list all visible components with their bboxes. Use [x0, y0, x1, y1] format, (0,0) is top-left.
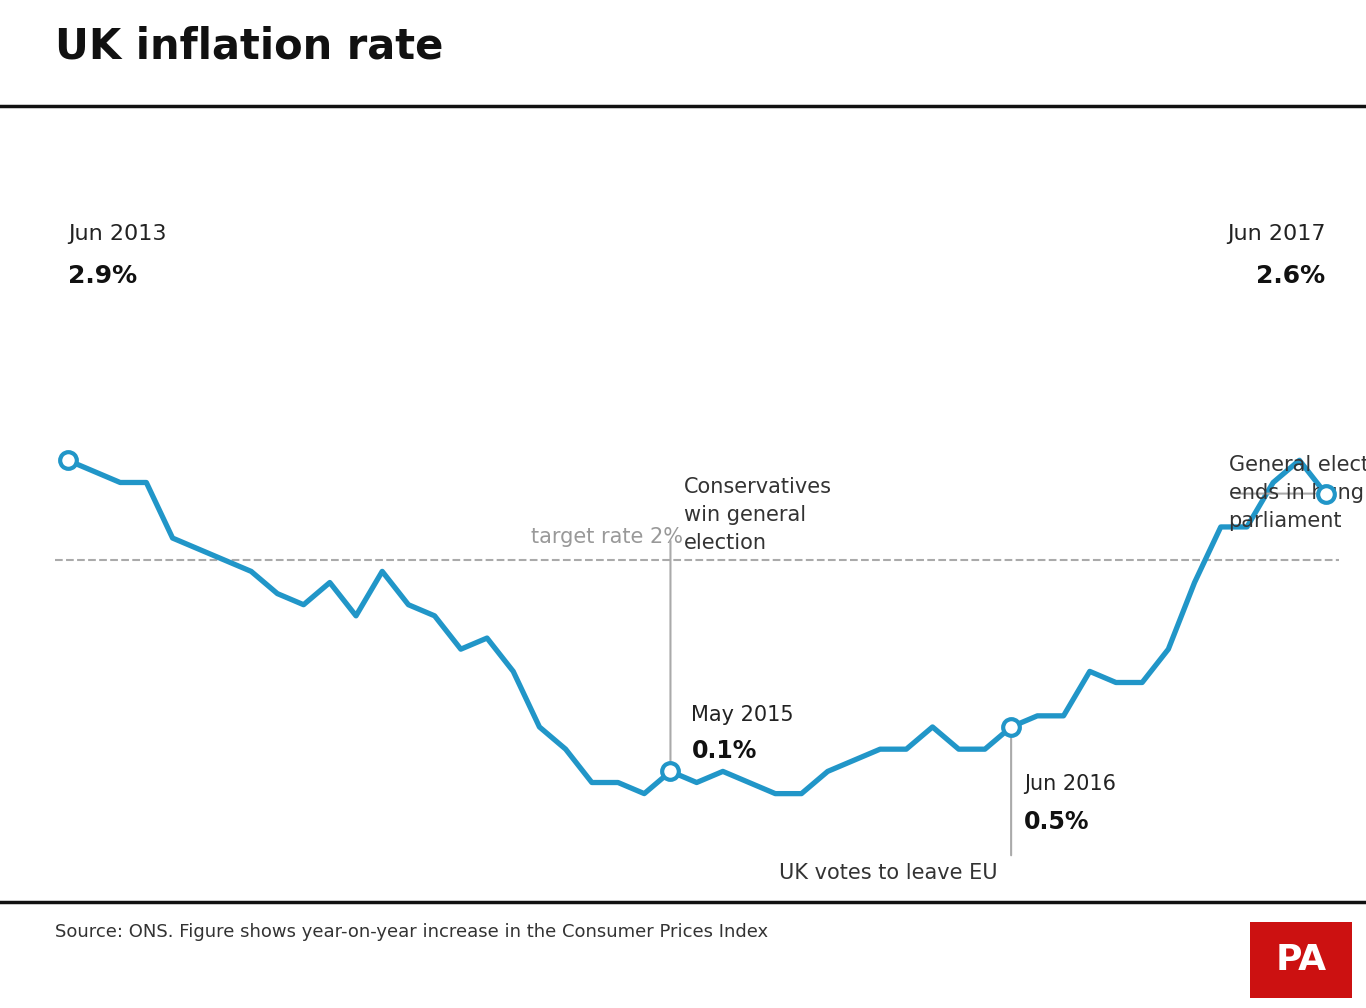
Text: General election
ends in hung
parliament: General election ends in hung parliament	[1228, 455, 1366, 530]
Text: 0.5%: 0.5%	[1024, 810, 1090, 835]
Text: UK inflation rate: UK inflation rate	[55, 25, 443, 68]
Text: 0.1%: 0.1%	[691, 739, 757, 762]
Text: 2.6%: 2.6%	[1257, 264, 1325, 288]
Text: 2.9%: 2.9%	[68, 264, 137, 288]
Text: May 2015: May 2015	[691, 705, 794, 725]
Text: PA: PA	[1276, 943, 1326, 977]
Text: Conservatives
win general
election: Conservatives win general election	[683, 477, 832, 553]
Text: Source: ONS. Figure shows year-on-year increase in the Consumer Prices Index: Source: ONS. Figure shows year-on-year i…	[55, 923, 768, 941]
Text: target rate 2%: target rate 2%	[531, 527, 683, 547]
Text: Jun 2013: Jun 2013	[68, 224, 167, 244]
Text: Jun 2016: Jun 2016	[1024, 773, 1116, 793]
Text: Jun 2017: Jun 2017	[1227, 224, 1325, 244]
Text: UK votes to leave EU: UK votes to leave EU	[780, 863, 999, 883]
